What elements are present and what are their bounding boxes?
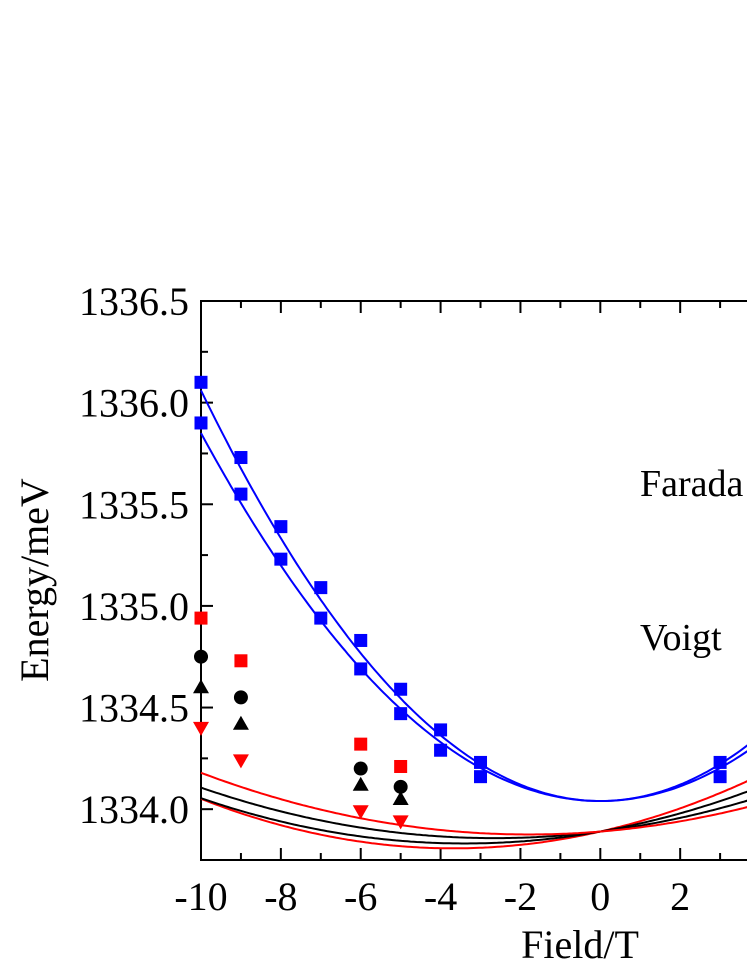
x-tick-label: -2: [504, 874, 537, 919]
data-point-square: [314, 581, 328, 595]
fit-curve: [200, 771, 747, 836]
data-point-square: [434, 723, 448, 737]
data-point-triangle-up: [352, 776, 369, 791]
x-tick-label: -8: [264, 874, 297, 919]
data-point-square: [474, 770, 488, 784]
annotation-faraday: Farada: [640, 463, 744, 505]
data-point-triangle-down: [193, 721, 209, 736]
tick-labels: -10-8-6-4-20241334.01334.51335.01335.513…: [79, 279, 690, 919]
x-axis-title: Field/T: [521, 922, 639, 967]
data-point-square: [474, 755, 488, 769]
data-point-square: [234, 654, 248, 668]
data-point-triangle-up: [392, 791, 409, 806]
data-point-square: [354, 662, 368, 676]
data-point-triangle-down: [352, 805, 369, 820]
annotation-voigt: Voigt: [640, 617, 722, 659]
y-tick-label: 1335.5: [79, 482, 189, 527]
data-point-square: [234, 487, 248, 501]
fit-curve: [200, 790, 747, 845]
data-point-square: [713, 770, 727, 784]
fit-curves: [200, 389, 747, 850]
data-point-square: [713, 755, 727, 769]
data-point-triangle-down: [232, 754, 249, 769]
data-point-triangle-down: [392, 815, 409, 830]
data-point-circle: [194, 649, 208, 664]
data-point-square: [194, 611, 208, 625]
y-tick-label: 1334.0: [79, 787, 189, 832]
fit-curve: [200, 780, 747, 850]
data-point-circle: [393, 779, 408, 794]
y-axis-title: Energy/meV: [12, 478, 57, 682]
data-point-square: [274, 552, 288, 566]
x-tick-label: 2: [670, 874, 690, 919]
plot-frame: [200, 300, 747, 861]
data-points: [193, 375, 727, 830]
data-point-square: [194, 375, 208, 389]
fit-curve: [200, 432, 747, 802]
x-tick-label: -10: [174, 874, 227, 919]
y-tick-label: 1336.5: [79, 279, 189, 324]
data-point-square: [274, 520, 288, 534]
data-point-circle: [233, 690, 248, 705]
fit-curve: [200, 389, 747, 802]
x-tick-label: -6: [344, 874, 377, 919]
x-tick-label: 0: [590, 874, 610, 919]
data-point-square: [434, 743, 448, 757]
data-point-square: [314, 611, 328, 625]
data-point-square: [394, 707, 408, 721]
axes: [200, 300, 747, 861]
data-point-circle: [353, 761, 368, 776]
data-point-square: [194, 416, 208, 430]
y-tick-label: 1335.0: [79, 584, 189, 629]
y-tick-label: 1336.0: [79, 381, 189, 426]
data-point-triangle-up: [193, 679, 209, 694]
data-point-square: [354, 633, 368, 647]
data-point-square: [394, 759, 408, 773]
data-point-triangle-up: [232, 715, 249, 730]
fit-curve: [200, 786, 747, 840]
data-point-square: [394, 682, 408, 696]
y-tick-label: 1334.5: [79, 686, 189, 731]
x-tick-label: -4: [424, 874, 457, 919]
data-point-square: [354, 737, 368, 751]
data-point-square: [234, 451, 248, 465]
